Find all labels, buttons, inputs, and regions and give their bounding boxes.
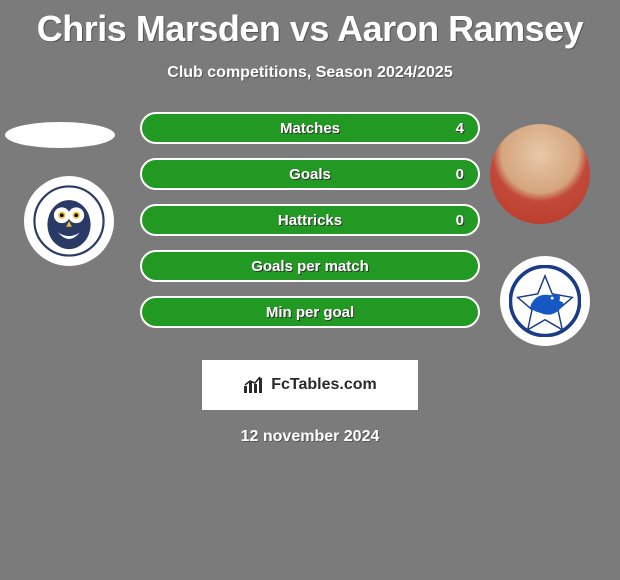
chart-icon <box>243 376 265 394</box>
branding-text: FcTables.com <box>271 376 377 394</box>
stat-row-min-per-goal: Min per goal <box>140 296 480 328</box>
stat-row-goals: Goals 0 <box>140 158 480 190</box>
stat-value-right: 0 <box>456 166 464 183</box>
stat-label: Goals <box>289 166 331 183</box>
stats-area: Matches 4 Goals 0 Hattricks 0 Goals per … <box>0 112 620 352</box>
stat-row-goals-per-match: Goals per match <box>140 250 480 282</box>
comparison-date: 12 november 2024 <box>0 428 620 446</box>
stat-label: Matches <box>280 120 340 137</box>
stat-row-matches: Matches 4 <box>140 112 480 144</box>
stat-row-hattricks: Hattricks 0 <box>140 204 480 236</box>
stat-value-right: 0 <box>456 212 464 229</box>
stat-label: Min per goal <box>266 304 354 321</box>
season-subtitle: Club competitions, Season 2024/2025 <box>0 64 620 82</box>
stat-label: Hattricks <box>278 212 342 229</box>
stat-value-right: 4 <box>456 120 464 137</box>
page-title: Chris Marsden vs Aaron Ramsey <box>0 0 620 50</box>
branding-badge: FcTables.com <box>202 360 418 410</box>
stat-label: Goals per match <box>251 258 369 275</box>
